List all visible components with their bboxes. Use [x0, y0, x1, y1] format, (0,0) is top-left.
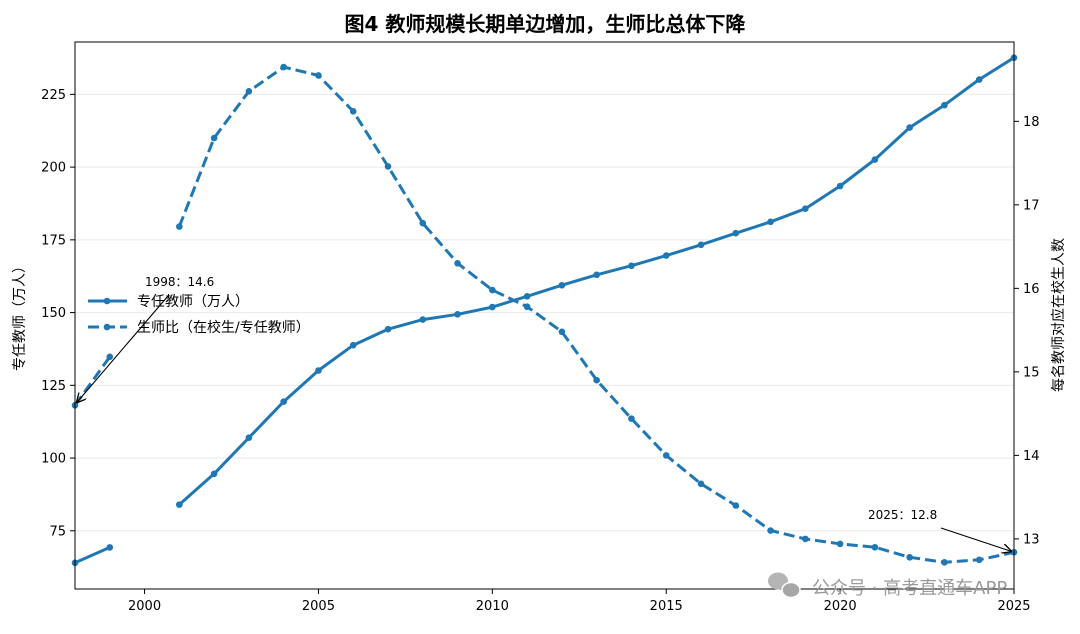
data-point	[419, 316, 427, 323]
y-left-tick-label: 100	[41, 452, 66, 467]
data-point	[906, 124, 913, 131]
legend-item-2: 生师比（在校生/专任教师）	[88, 319, 310, 336]
chart-title: 图4 教师规模长期单边增加，生师比总体下降	[345, 12, 747, 36]
y-right-tick-label: 16	[1023, 282, 1040, 297]
data-point	[906, 553, 913, 561]
data-point	[558, 328, 566, 336]
y-left-tick-label: 225	[41, 88, 66, 103]
data-point	[245, 87, 253, 95]
x-tick-label: 2025	[997, 599, 1030, 614]
data-point	[489, 303, 496, 311]
annotation-2025: 2025：12.8	[868, 508, 937, 522]
data-point	[245, 434, 253, 442]
data-point	[523, 303, 531, 311]
data-point	[802, 205, 809, 213]
data-point	[767, 527, 774, 534]
data-point	[454, 311, 461, 318]
plot-area	[71, 54, 1018, 567]
data-point	[384, 325, 392, 333]
y-left-tick-label: 200	[41, 161, 66, 176]
annotations: 1998：14.6 2025：12.8	[77, 275, 1011, 551]
data-point	[106, 353, 114, 361]
axes: 75 100 125 150 175 200 225 13 14 15 16 17 18 2000 2005…	[41, 88, 1039, 614]
series-2	[71, 63, 1018, 566]
annotation-arrow	[940, 527, 1011, 551]
data-point	[975, 556, 983, 564]
data-point	[662, 252, 670, 259]
y-left-tick-label: 75	[49, 524, 66, 539]
data-point	[349, 108, 357, 115]
data-point	[106, 544, 114, 551]
y-left-tick-label: 125	[41, 379, 66, 394]
legend: 专任教师（万人） 生师比（在校生/专任教师）	[88, 294, 310, 336]
annotation-arrow	[77, 295, 169, 402]
y-right-tick-label: 15	[1023, 365, 1040, 380]
data-point	[315, 72, 322, 79]
data-point	[558, 281, 566, 289]
data-point	[662, 452, 670, 459]
data-point	[697, 480, 705, 488]
data-point	[176, 223, 183, 230]
data-point	[593, 376, 600, 384]
data-point	[454, 260, 461, 267]
data-point	[419, 219, 427, 227]
data-point	[941, 558, 948, 566]
data-point	[732, 502, 740, 509]
y-right-tick-label: 17	[1023, 198, 1040, 213]
data-point	[384, 163, 392, 170]
watermark-text: 公众号 · 高考直通车APP	[812, 578, 1007, 599]
series-line	[74, 546, 111, 565]
legend-marker	[103, 323, 111, 331]
data-point	[315, 367, 322, 374]
data-point	[523, 292, 531, 300]
y-right-tick-label: 18	[1023, 115, 1040, 130]
data-point	[836, 540, 844, 548]
data-point	[767, 218, 774, 226]
y-left-tick-label: 150	[41, 306, 66, 321]
watermark: 公众号 · 高考直通车APP	[768, 572, 1007, 599]
data-point	[176, 501, 183, 508]
data-point	[628, 262, 635, 270]
data-point	[732, 229, 740, 237]
wechat-icon	[768, 572, 801, 599]
x-tick-label: 2000	[128, 599, 161, 614]
x-tick-label: 2020	[824, 599, 857, 614]
y-right-tick-label: 14	[1023, 449, 1040, 464]
legend-marker	[103, 297, 111, 305]
data-point	[871, 156, 879, 163]
data-point	[697, 241, 705, 249]
y-axis-left-title: 专任教师（万人）	[12, 259, 28, 371]
data-point	[941, 101, 948, 109]
x-tick-label: 2005	[302, 599, 335, 614]
series-line	[177, 65, 1015, 564]
data-point	[628, 415, 635, 422]
annotation-1998: 1998：14.6	[145, 275, 214, 289]
data-point	[871, 543, 879, 551]
x-tick-label: 2010	[476, 599, 509, 614]
legend-item-1: 专任教师（万人）	[88, 294, 249, 310]
data-point	[802, 535, 809, 543]
y-right-tick-label: 13	[1023, 532, 1040, 547]
series-1	[71, 54, 1018, 567]
data-point	[975, 76, 983, 83]
legend-label: 专任教师（万人）	[137, 294, 249, 310]
data-point	[836, 182, 844, 190]
data-point	[489, 286, 496, 294]
grid	[75, 93, 1014, 532]
data-point	[210, 470, 218, 478]
data-point	[280, 63, 287, 71]
y-left-tick-label: 175	[41, 233, 66, 248]
series-line	[178, 56, 1015, 506]
x-tick-label: 2015	[650, 599, 683, 614]
plot-frame	[74, 41, 1015, 590]
y-axis-right-title: 每名教师对应在校生人数	[1050, 238, 1067, 392]
data-point	[593, 271, 600, 279]
data-point	[210, 134, 218, 142]
data-point	[280, 398, 287, 405]
data-point	[349, 341, 357, 349]
legend-label: 生师比（在校生/专任教师）	[137, 319, 310, 336]
